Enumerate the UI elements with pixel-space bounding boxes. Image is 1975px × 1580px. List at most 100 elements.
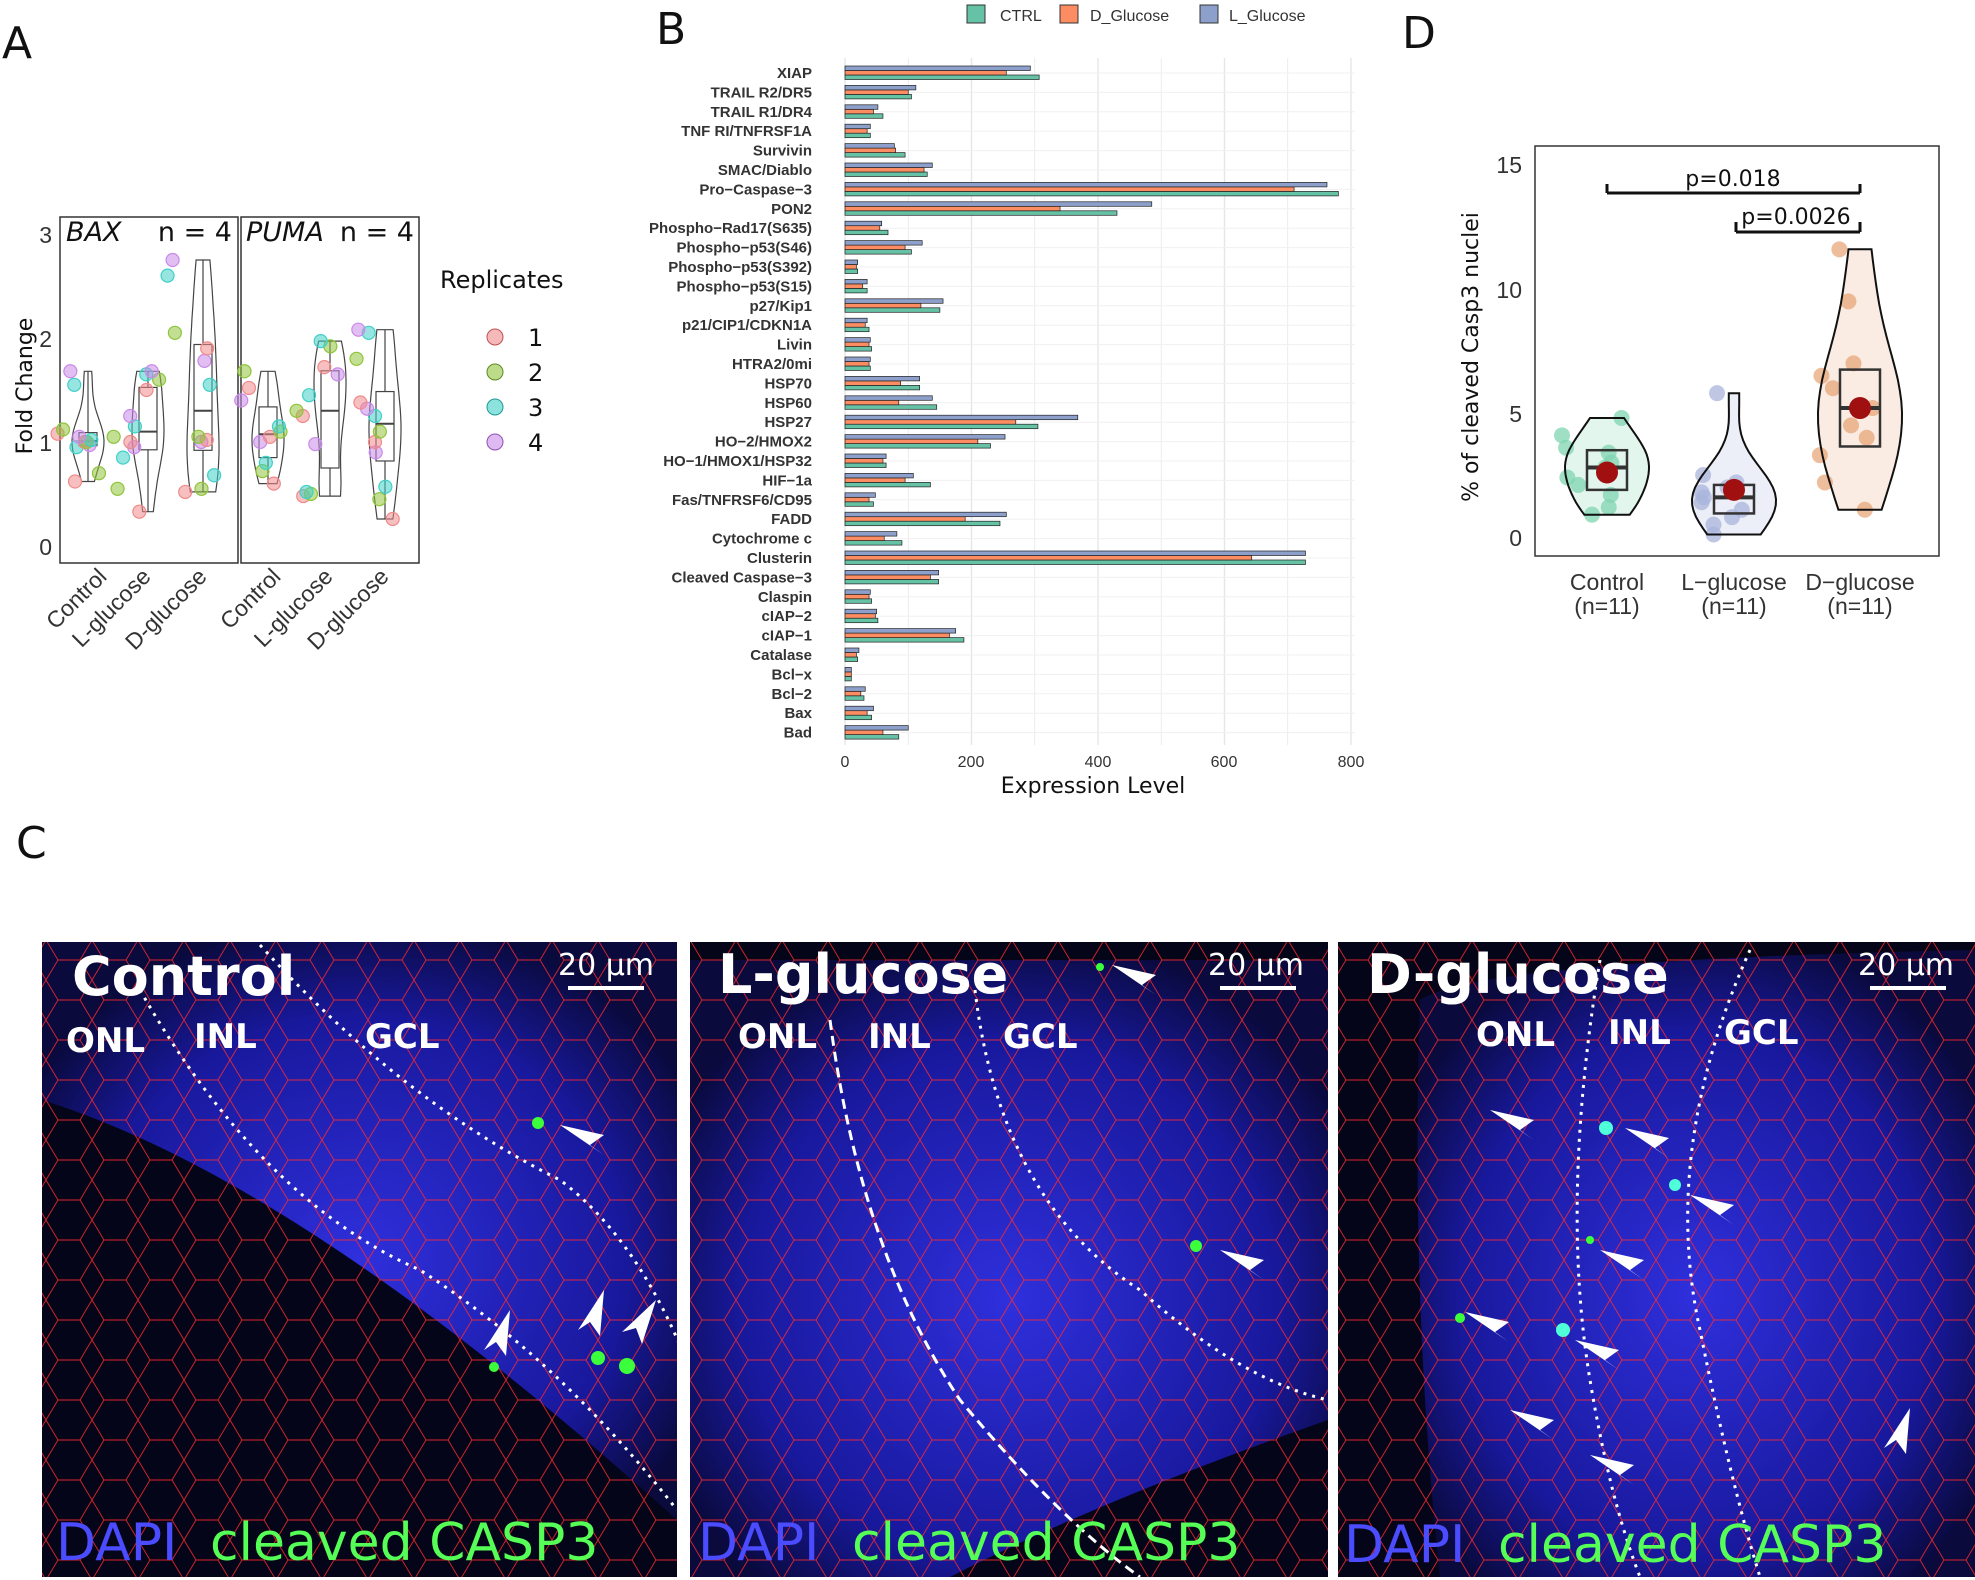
arrowhead-icon bbox=[1600, 1250, 1644, 1280]
casp3-spot bbox=[1455, 1313, 1465, 1323]
legend-item-4: 4 bbox=[486, 429, 543, 457]
bar bbox=[844, 85, 917, 91]
bar bbox=[844, 220, 883, 227]
category-label: Survivin bbox=[753, 143, 812, 160]
panel-b-x-ticks: 0 200 400 600 800 bbox=[841, 754, 1365, 771]
bar bbox=[844, 676, 852, 682]
legend-label: 2 bbox=[528, 359, 543, 387]
category-label: HO−1/HMOX1/HSP32 bbox=[663, 453, 812, 470]
layer-label-onl: ONL bbox=[66, 1021, 145, 1061]
bar bbox=[844, 656, 858, 662]
bar bbox=[844, 695, 865, 701]
data-point bbox=[178, 484, 193, 500]
data-point bbox=[106, 429, 121, 444]
category-label: Bad bbox=[784, 725, 812, 742]
mean-point bbox=[1723, 478, 1745, 501]
x-tick: 200 bbox=[958, 754, 985, 771]
data-point bbox=[299, 484, 314, 500]
caption-casp3: cleaved CASP3 bbox=[210, 1513, 599, 1573]
bar bbox=[844, 443, 991, 449]
category-label: Phospho−p53(S392) bbox=[668, 259, 812, 276]
bar bbox=[844, 637, 965, 643]
facet-gene-label: BAX bbox=[66, 217, 122, 248]
bar bbox=[844, 690, 862, 697]
data-point bbox=[351, 322, 366, 337]
panel-d-ylabel: % of cleaved Casp3 nuclei bbox=[1459, 212, 1484, 502]
arrowhead-icon bbox=[1625, 1128, 1669, 1158]
panel-d-chart: % of cleaved Casp3 nuclei 0 5 10 15 p=0.… bbox=[1459, 145, 1940, 619]
bar bbox=[844, 570, 939, 576]
x-tick: 800 bbox=[1338, 754, 1365, 771]
layer-boundary-line bbox=[1575, 959, 1642, 1578]
data-point bbox=[202, 377, 217, 392]
facet-marks bbox=[234, 322, 402, 527]
data-point bbox=[241, 380, 257, 396]
category-label: Phospho−p53(S46) bbox=[677, 240, 812, 257]
data-point bbox=[110, 481, 125, 496]
data-point bbox=[271, 419, 287, 434]
legend-swatch-l-glucose bbox=[1199, 4, 1219, 24]
data-point bbox=[123, 408, 138, 424]
scale-bar-label: 20 μm bbox=[558, 948, 654, 983]
bar bbox=[844, 423, 1039, 430]
casp3-signal bbox=[489, 1117, 635, 1374]
box bbox=[1585, 448, 1629, 492]
category-label: cIAP−2 bbox=[762, 608, 812, 625]
bar bbox=[844, 419, 1017, 425]
x-tick-n: (n=11) bbox=[1701, 593, 1766, 619]
bar bbox=[844, 667, 852, 673]
category-label: HO−2/HMOX2 bbox=[715, 434, 812, 451]
bar bbox=[844, 205, 1061, 212]
category-label: Bcl−2 bbox=[772, 686, 812, 703]
bar bbox=[844, 326, 870, 333]
bar bbox=[844, 501, 874, 507]
data-point bbox=[1558, 439, 1575, 456]
panel-label-a: A bbox=[2, 18, 32, 69]
panel-d-significance: p=0.018 p=0.0026 bbox=[1605, 167, 1862, 234]
caption-dapi: DAPI bbox=[56, 1513, 177, 1573]
arrowhead-icon bbox=[1590, 1455, 1634, 1485]
data-point bbox=[132, 504, 147, 519]
bar bbox=[844, 298, 944, 304]
arrowhead-icon bbox=[1575, 1340, 1619, 1370]
y-tick: 2 bbox=[39, 326, 52, 352]
bar bbox=[844, 162, 933, 168]
bar bbox=[844, 307, 941, 313]
bar bbox=[844, 729, 884, 735]
data-point bbox=[200, 341, 215, 356]
bar bbox=[844, 395, 933, 401]
arrowhead-icon bbox=[1220, 1250, 1264, 1280]
bar bbox=[844, 579, 939, 585]
bar bbox=[844, 652, 857, 658]
facet-frame bbox=[240, 216, 420, 564]
arrowheads bbox=[484, 1125, 656, 1356]
panel-a-ylabel: Fold Change bbox=[13, 318, 38, 455]
bar bbox=[844, 628, 957, 634]
data-point bbox=[289, 403, 304, 418]
bar bbox=[844, 734, 900, 740]
category-label: TRAIL R1/DR4 bbox=[711, 104, 813, 121]
bar bbox=[844, 496, 870, 503]
legend-item-3: 3 bbox=[486, 394, 543, 422]
mean-point bbox=[1849, 397, 1871, 420]
bar bbox=[844, 186, 1295, 192]
bar bbox=[844, 283, 864, 289]
layer-label-gcl: GCL bbox=[365, 1017, 440, 1057]
bar bbox=[844, 361, 870, 367]
bar bbox=[844, 613, 876, 619]
panel-b-xlabel: Expression Level bbox=[1001, 774, 1186, 799]
y-tick: 5 bbox=[1509, 401, 1522, 427]
bar bbox=[844, 710, 868, 716]
bar bbox=[844, 540, 903, 546]
facet-bax: BAX n = 4 bbox=[50, 216, 239, 564]
bar bbox=[844, 210, 1118, 216]
data-point bbox=[1709, 385, 1726, 402]
legend-label: 3 bbox=[528, 394, 543, 422]
bar bbox=[844, 434, 1006, 440]
data-point bbox=[266, 476, 281, 491]
casp3-spot bbox=[1586, 1236, 1594, 1244]
layer-label-onl: ONL bbox=[1476, 1015, 1555, 1055]
bar bbox=[844, 229, 889, 236]
data-point bbox=[1858, 429, 1875, 446]
caption-casp3: cleaved CASP3 bbox=[1498, 1515, 1887, 1575]
